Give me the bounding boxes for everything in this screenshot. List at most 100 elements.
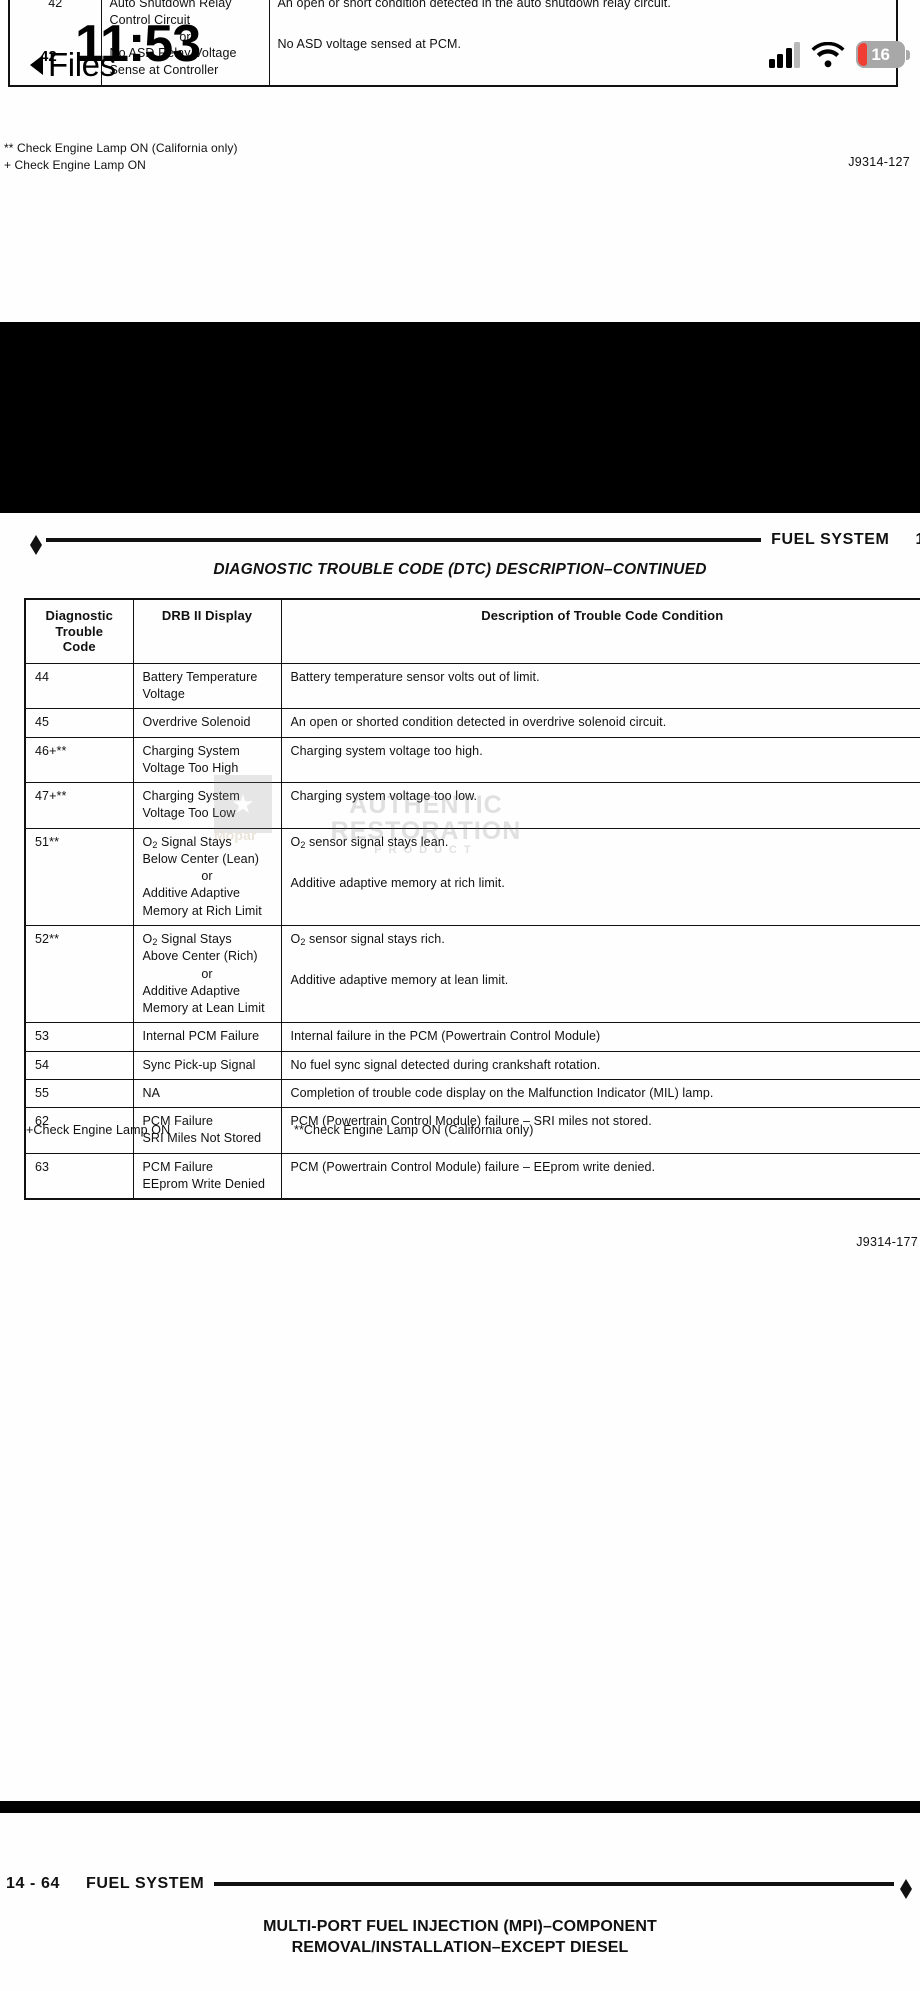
cell-description: No fuel sync signal detected during cran… — [281, 1051, 920, 1080]
footnote-check-engine: +Check Engine Lamp ON — [26, 1123, 171, 1137]
cell-drb: O2 Signal Stays Below Center (Lean) or A… — [133, 828, 282, 926]
cell-code: 42 — [8, 0, 102, 87]
col-header-code-l3: Code — [62, 639, 96, 655]
page-header-rule: FUEL SYSTEM 14 - 6 — [30, 531, 920, 555]
drb-line-1: Charging System — [142, 789, 240, 804]
drb-line-2: Below Center (Lean) — [142, 851, 260, 866]
diamond-icon — [30, 535, 42, 555]
cell-code: 47+** — [25, 782, 134, 829]
cell-drb: Sync Pick-up Signal — [133, 1051, 282, 1080]
document-page-top: 41+ Generator Field Not Switching Proper… — [0, 0, 920, 322]
cell-code: 45 — [25, 708, 134, 738]
table-row: 62 PCM Failure SRI Miles Not Stored PCM … — [25, 1107, 920, 1154]
cell-description: Battery temperature sensor volts out of … — [281, 663, 920, 710]
desc-line-2: Additive adaptive memory at lean limit. — [290, 973, 509, 988]
cell-description: O2 sensor signal stays lean. Additive ad… — [281, 828, 920, 926]
table-header-row: Diagnostic Trouble Code DRB II Display D… — [25, 599, 920, 664]
table-row: 44 Battery Temperature Voltage Battery t… — [25, 663, 920, 710]
page-title: DIAGNOSTIC TROUBLE CODE (DTC) DESCRIPTIO… — [213, 561, 707, 578]
cell-description: An open or short condition detected in t… — [268, 0, 898, 87]
drb-line-1: PCM Failure — [142, 1114, 214, 1129]
section-title: MULTI-PORT FUEL INJECTION (MPI)–COMPONEN… — [0, 1917, 920, 1959]
drb-line-4: Memory at Lean Limit — [142, 1001, 265, 1016]
col-header-code-l2: Trouble — [55, 623, 104, 639]
table-row: 47+** Charging System Voltage Too Low Ch… — [25, 782, 920, 829]
desc-line-1: An open or short condition detected in t… — [277, 0, 671, 10]
drb-line-3: No ASD Relay Voltage — [109, 46, 237, 61]
drb-line-2: Above Center (Rich) — [142, 949, 258, 964]
table-row: 54 Sync Pick-up Signal No fuel sync sign… — [25, 1051, 920, 1080]
drb-line-2: EEprom Write Denied — [142, 1176, 266, 1191]
cell-drb: Overdrive Solenoid — [133, 708, 282, 738]
back-button-label: Files — [48, 46, 116, 83]
cell-code: 46+** — [25, 737, 134, 784]
drb-line-3: Additive Adaptive — [142, 983, 241, 998]
cell-drb: NA — [133, 1079, 282, 1109]
header-line — [46, 538, 762, 542]
drb-line-2: Voltage — [142, 687, 185, 702]
cell-description: O2 sensor signal stays rich. Additive ad… — [281, 925, 920, 1024]
col-header-description: Description of Trouble Code Condition — [281, 599, 920, 664]
cell-drb: Internal PCM Failure — [133, 1022, 282, 1052]
cell-description: PCM (Powertrain Control Module) failure … — [281, 1107, 920, 1154]
drb-line-4: Sense at Controller — [109, 63, 219, 78]
table-row: 46+** Charging System Voltage Too High C… — [25, 737, 920, 784]
cell-code: 52** — [25, 925, 134, 1024]
page-separator-1 — [0, 322, 920, 513]
drb-or: or — [201, 869, 213, 884]
cell-drb: Charging System Voltage Too High — [133, 737, 282, 784]
diamond-icon — [900, 1879, 912, 1899]
header-page-number: 14 - 6 — [915, 531, 920, 549]
drb-line-1: Battery Temperature — [142, 669, 258, 684]
document-page-bottom: 14 - 64 FUEL SYSTEM MULTI-PORT FUEL INJE… — [0, 1813, 920, 1991]
drb-or: or — [179, 29, 191, 44]
footnote-check-engine: + Check Engine Lamp ON — [4, 158, 146, 172]
dtc-table-main: Diagnostic Trouble Code DRB II Display D… — [24, 598, 920, 1201]
desc-line-1: O2 sensor signal stays rich. — [290, 931, 445, 947]
cell-drb: Battery Temperature Voltage — [133, 663, 282, 710]
cell-code: 63 — [25, 1153, 134, 1200]
table-row: 53 Internal PCM Failure Internal failure… — [25, 1022, 920, 1052]
footer-section-title: FUEL SYSTEM — [86, 1875, 205, 1892]
footnote-row: +Check Engine Lamp ON **Check Engine Lam… — [26, 1123, 896, 1137]
cell-drb: Auto Shutdown Relay Control Circuit or N… — [100, 0, 270, 87]
page-separator-2 — [0, 1801, 920, 1813]
drb-line-1: O2 Signal Stays — [142, 834, 232, 850]
cell-code: 55 — [25, 1079, 134, 1109]
table-row: 51** O2 Signal Stays Below Center (Lean)… — [25, 828, 920, 926]
drb-line-2: SRI Miles Not Stored — [142, 1131, 262, 1146]
col-header-drb: DRB II Display — [133, 599, 282, 664]
desc-line-2: Additive adaptive memory at rich limit. — [290, 875, 505, 890]
table-row: 52** O2 Signal Stays Above Center (Rich)… — [25, 925, 920, 1024]
cell-code: 54 — [25, 1051, 134, 1080]
cell-code: 53 — [25, 1022, 134, 1052]
cell-description: An open or shorted condition detected in… — [281, 708, 920, 738]
cell-drb: PCM Failure EEprom Write Denied — [133, 1153, 282, 1200]
desc-line-1: O2 sensor signal stays lean. — [290, 834, 449, 850]
drb-line-3: Additive Adaptive — [142, 886, 241, 901]
drb-line-2: Voltage Too Low — [142, 806, 236, 821]
dtc-table-top: 41+ Generator Field Not Switching Proper… — [8, 0, 898, 88]
drb-line-1: Auto Shutdown Relay — [109, 0, 232, 10]
back-button[interactable]: Files — [30, 48, 116, 81]
cell-drb: PCM Failure SRI Miles Not Stored — [133, 1107, 282, 1154]
col-header-code: Diagnostic Trouble Code — [25, 599, 134, 664]
drb-or: or — [201, 966, 213, 981]
drb-line-1: Charging System — [142, 743, 240, 758]
drb-line-4: Memory at Rich Limit — [142, 903, 262, 918]
col-header-code-l1: Diagnostic — [45, 608, 113, 623]
document-page-middle: FUEL SYSTEM 14 - 6 DIAGNOSTIC TROUBLE CO… — [0, 513, 920, 1801]
cell-description: Completion of trouble code display on th… — [281, 1079, 920, 1109]
table-row: 42 Auto Shutdown Relay Control Circuit o… — [8, 0, 898, 87]
footer-line — [214, 1882, 894, 1886]
drb-line-2: Control Circuit — [109, 12, 191, 27]
cell-description: Charging system voltage too low. — [281, 782, 920, 829]
cell-code: 44 — [25, 663, 134, 710]
table-row: 45 Overdrive Solenoid An open or shorted… — [25, 708, 920, 738]
cell-description: PCM (Powertrain Control Module) failure … — [281, 1153, 920, 1200]
cell-description: Charging system voltage too high. — [281, 737, 920, 784]
section-title-line-1: MULTI-PORT FUEL INJECTION (MPI)–COMPONEN… — [263, 1918, 657, 1935]
cell-code: 51** — [25, 828, 134, 926]
header-section-title: FUEL SYSTEM — [771, 531, 890, 548]
